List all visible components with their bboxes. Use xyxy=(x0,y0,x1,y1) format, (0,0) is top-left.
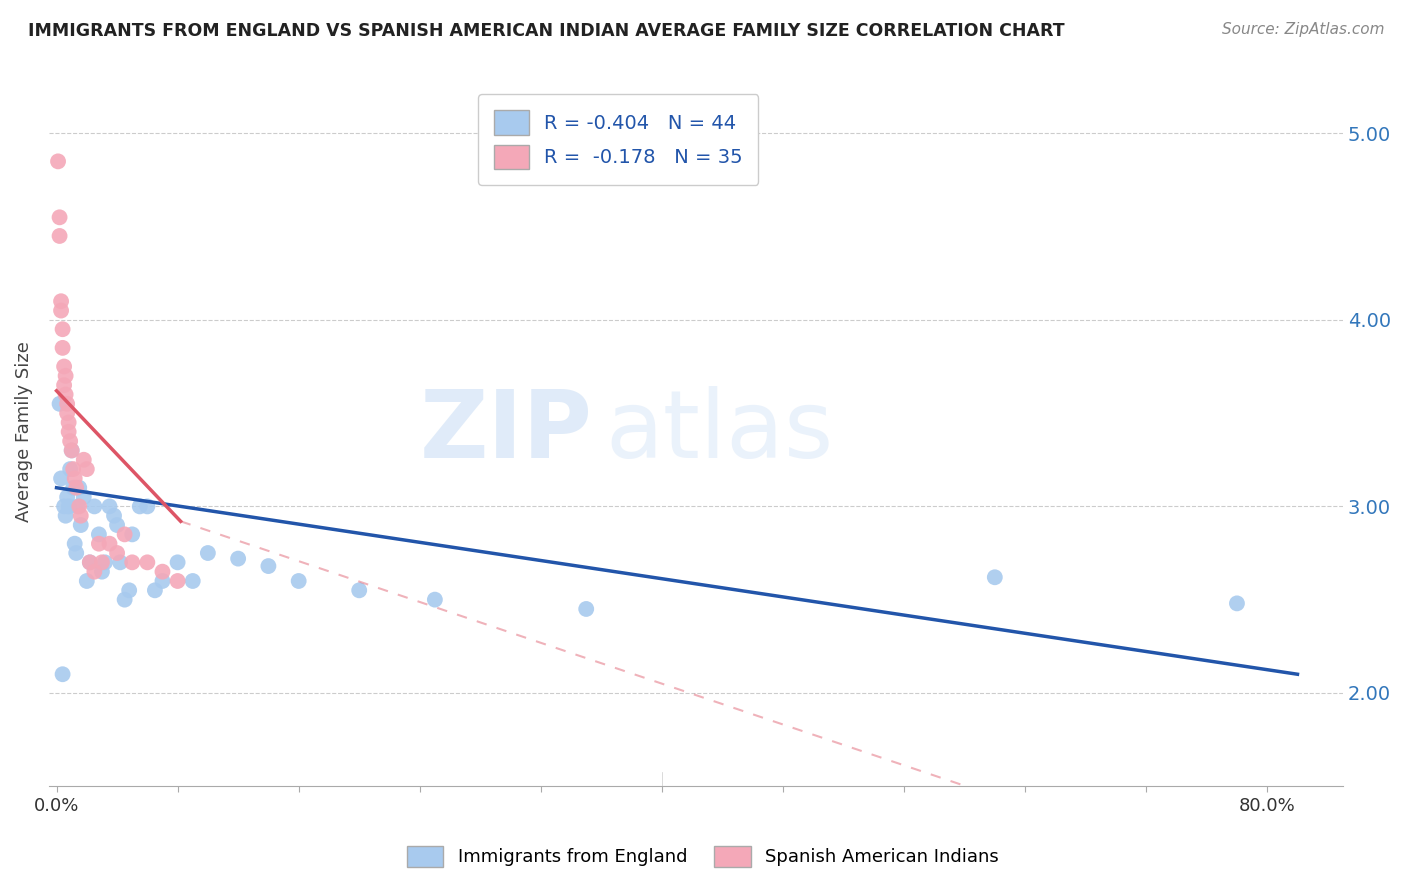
Point xyxy=(87,527,110,541)
Text: Source: ZipAtlas.com: Source: ZipAtlas.com xyxy=(1222,22,1385,37)
Text: IMMIGRANTS FROM ENGLAND VS SPANISH AMERICAN INDIAN AVERAGE FAMILY SIZE CORRELATI: IMMIGRANTS FROM ENGLAND VS SPANISH AMERI… xyxy=(28,22,1064,40)
Point xyxy=(67,481,90,495)
Point xyxy=(118,583,141,598)
Point xyxy=(55,508,77,523)
Point xyxy=(287,574,309,588)
Point xyxy=(59,462,82,476)
Point xyxy=(55,387,77,401)
Point xyxy=(136,500,159,514)
Point xyxy=(53,500,76,514)
Point xyxy=(73,490,96,504)
Point xyxy=(66,500,89,514)
Point xyxy=(63,537,86,551)
Point xyxy=(49,471,72,485)
Point xyxy=(76,574,98,588)
Point xyxy=(53,359,76,374)
Point xyxy=(60,443,83,458)
Point xyxy=(103,508,125,523)
Point xyxy=(226,551,249,566)
Point xyxy=(58,500,80,514)
Point xyxy=(67,500,90,514)
Point xyxy=(143,583,166,598)
Point xyxy=(58,425,80,439)
Legend: Immigrants from England, Spanish American Indians: Immigrants from England, Spanish America… xyxy=(401,838,1005,874)
Point xyxy=(52,341,75,355)
Point xyxy=(55,368,77,383)
Point xyxy=(73,452,96,467)
Legend: R = -0.404   N = 44, R =  -0.178   N = 35: R = -0.404 N = 44, R = -0.178 N = 35 xyxy=(478,95,758,185)
Point xyxy=(58,416,80,430)
Point xyxy=(121,555,143,569)
Point xyxy=(69,508,91,523)
Point xyxy=(152,574,174,588)
Point xyxy=(46,154,69,169)
Point xyxy=(65,546,87,560)
Point xyxy=(114,592,136,607)
Point xyxy=(65,481,87,495)
Point xyxy=(94,555,117,569)
Point xyxy=(60,443,83,458)
Point xyxy=(91,555,114,569)
Point xyxy=(1226,596,1249,610)
Text: atlas: atlas xyxy=(606,386,834,478)
Point xyxy=(152,565,174,579)
Point xyxy=(575,602,598,616)
Point xyxy=(105,518,128,533)
Y-axis label: Average Family Size: Average Family Size xyxy=(15,342,32,522)
Point xyxy=(257,559,280,574)
Point xyxy=(53,378,76,392)
Point xyxy=(49,294,72,309)
Point xyxy=(83,565,105,579)
Point xyxy=(128,500,150,514)
Point xyxy=(63,471,86,485)
Point xyxy=(52,667,75,681)
Point xyxy=(52,322,75,336)
Point xyxy=(56,490,79,504)
Point xyxy=(48,397,70,411)
Point xyxy=(49,303,72,318)
Point xyxy=(83,500,105,514)
Point xyxy=(181,574,204,588)
Point xyxy=(91,565,114,579)
Point xyxy=(79,555,101,569)
Point xyxy=(56,397,79,411)
Point xyxy=(166,574,188,588)
Point xyxy=(98,500,121,514)
Point xyxy=(984,570,1007,584)
Point xyxy=(136,555,159,569)
Point xyxy=(69,518,91,533)
Point xyxy=(347,583,370,598)
Point xyxy=(114,527,136,541)
Point xyxy=(108,555,131,569)
Point xyxy=(56,406,79,420)
Point xyxy=(121,527,143,541)
Point xyxy=(87,537,110,551)
Point xyxy=(98,537,121,551)
Point xyxy=(423,592,446,607)
Point xyxy=(62,462,84,476)
Point xyxy=(62,481,84,495)
Point xyxy=(76,462,98,476)
Point xyxy=(197,546,219,560)
Text: ZIP: ZIP xyxy=(419,386,592,478)
Point xyxy=(48,229,70,244)
Point xyxy=(79,555,101,569)
Point xyxy=(59,434,82,449)
Point xyxy=(166,555,188,569)
Point xyxy=(48,211,70,225)
Point xyxy=(105,546,128,560)
